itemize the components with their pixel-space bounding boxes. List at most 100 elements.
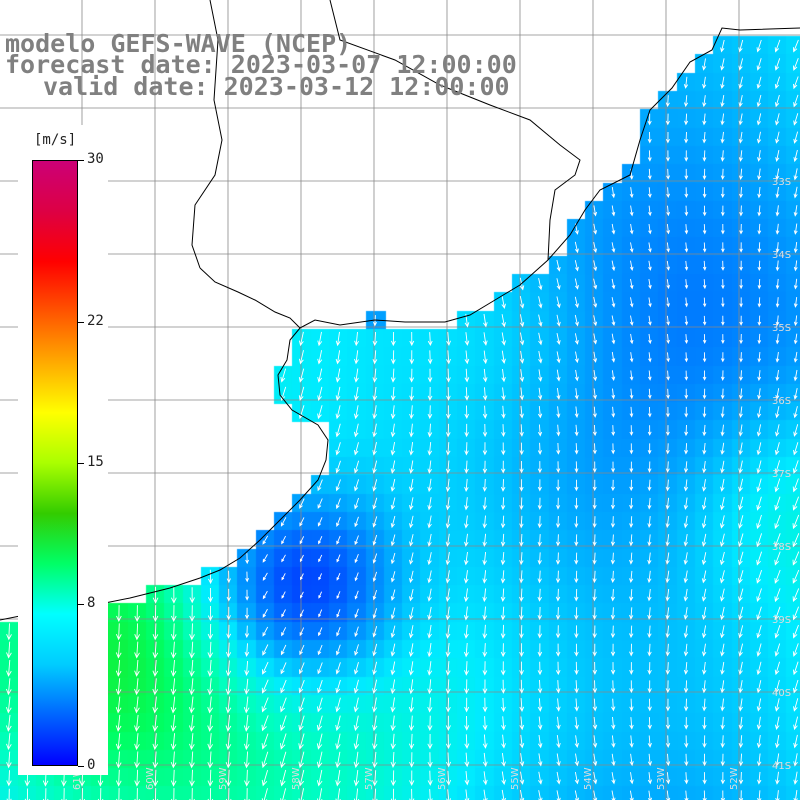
wind-arrow <box>757 205 762 217</box>
wind-arrow <box>207 788 214 800</box>
wind-arrow <box>719 570 725 584</box>
wind-arrow <box>353 679 359 694</box>
wind-arrow <box>445 442 451 456</box>
wind-arrow <box>756 569 763 584</box>
wind-arrow <box>501 697 506 713</box>
wind-arrow <box>280 788 287 800</box>
wind-arrow <box>684 113 689 126</box>
wind-arrow <box>701 588 707 602</box>
wind-arrow <box>316 715 323 732</box>
wind-arrow <box>684 279 689 290</box>
wind-arrow <box>665 150 670 162</box>
wind-arrow <box>629 260 634 272</box>
wind-arrow <box>464 332 470 346</box>
wind-arrow <box>648 333 652 345</box>
wind-arrow <box>593 333 598 345</box>
wind-arrow <box>445 515 451 529</box>
wind-arrow <box>409 788 415 800</box>
wind-arrow <box>538 369 543 382</box>
wind-arrow <box>427 697 433 713</box>
wind-arrow <box>354 553 359 564</box>
wind-arrow <box>372 479 378 492</box>
wind-arrow <box>556 698 561 712</box>
wind-arrow <box>647 790 653 800</box>
wind-arrow <box>555 570 561 584</box>
wind-arrow <box>720 588 725 602</box>
wind-arrow <box>409 607 414 620</box>
wind-arrow <box>500 624 506 639</box>
wind-arrow <box>775 406 780 419</box>
wind-arrow <box>721 334 725 345</box>
wind-arrow <box>464 442 469 456</box>
wind-arrow <box>684 735 689 748</box>
wind-arrow <box>335 788 341 800</box>
wind-arrow <box>299 609 304 618</box>
wind-arrow <box>738 460 743 474</box>
wind-arrow <box>701 607 707 621</box>
wind-arrow <box>757 771 762 785</box>
wind-arrow <box>261 769 269 787</box>
wind-arrow <box>372 679 378 694</box>
wind-arrow <box>225 642 232 658</box>
wind-arrow <box>538 351 543 364</box>
wind-arrow <box>629 406 634 418</box>
wind-arrow <box>701 497 707 511</box>
wind-arrow <box>482 460 488 474</box>
wind-arrow <box>280 517 287 527</box>
wind-arrow <box>317 644 323 656</box>
wind-arrow <box>611 278 616 290</box>
wind-arrow <box>354 350 359 365</box>
wind-arrow <box>774 496 781 511</box>
wind-arrow <box>408 733 415 750</box>
wind-arrow <box>372 368 378 383</box>
wind-arrow <box>629 223 634 235</box>
wind-arrow <box>611 187 616 199</box>
wind-arrow <box>427 332 433 347</box>
wind-arrow <box>207 605 214 622</box>
wind-arrow <box>501 716 506 731</box>
wind-arrow <box>336 572 341 581</box>
wind-arrow <box>372 442 377 456</box>
wind-arrow <box>170 641 177 659</box>
wind-arrow <box>354 608 359 619</box>
wind-arrow <box>756 661 762 676</box>
wind-arrow <box>702 95 707 108</box>
wind-arrow <box>683 461 689 474</box>
wind-arrow <box>244 678 250 695</box>
wind-arrow <box>188 696 195 714</box>
wind-arrow <box>774 478 781 493</box>
wind-arrow <box>793 315 798 327</box>
wind-arrow <box>684 224 689 235</box>
wind-arrow <box>353 405 359 420</box>
wind-arrow <box>647 534 652 547</box>
wind-arrow <box>665 113 670 126</box>
wind-arrow <box>225 678 232 696</box>
wind-arrow <box>6 733 12 751</box>
wind-arrow <box>464 405 470 420</box>
wind-arrow <box>720 442 725 455</box>
wind-arrow <box>629 625 634 639</box>
wind-arrow <box>556 314 561 327</box>
wind-arrow <box>757 315 762 326</box>
wind-arrow <box>335 733 341 750</box>
wind-arrow <box>482 734 488 749</box>
wind-arrow <box>299 517 305 527</box>
wind-arrow <box>115 733 122 751</box>
wind-arrow <box>390 552 396 565</box>
longitude-label: 55W <box>510 767 521 790</box>
wind-arrow <box>683 662 689 675</box>
wind-arrow <box>556 771 561 785</box>
wind-arrow <box>464 734 470 750</box>
wind-arrow <box>519 790 525 800</box>
wind-arrow <box>519 698 525 713</box>
wind-arrow <box>519 606 524 621</box>
wind-arrow <box>666 224 671 235</box>
wind-arrow <box>445 588 451 603</box>
wind-arrow <box>298 715 305 732</box>
wind-arrow <box>519 643 524 658</box>
wind-arrow <box>262 661 269 675</box>
wind-arrow <box>280 644 287 656</box>
wind-arrow <box>756 533 763 548</box>
wind-arrow <box>629 516 634 528</box>
wind-arrow <box>774 58 781 71</box>
